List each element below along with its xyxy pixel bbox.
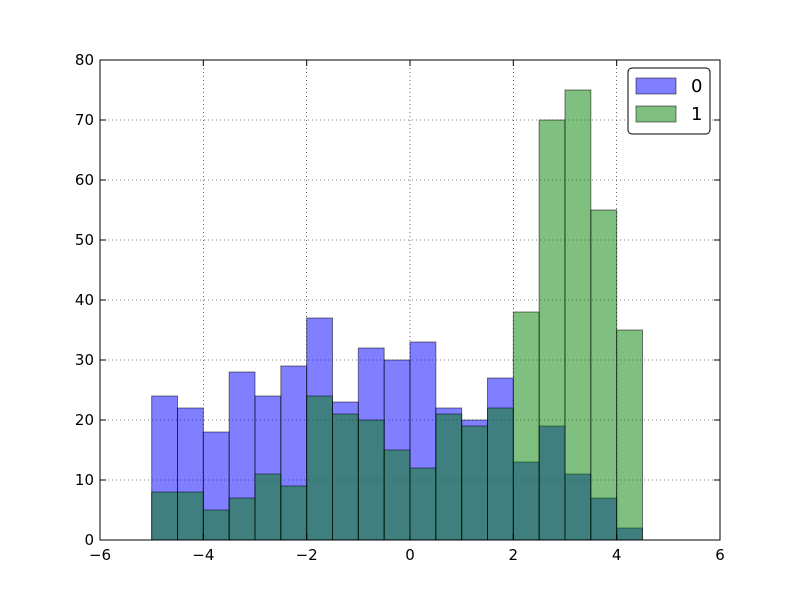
x-tick-label: −4 <box>192 546 214 564</box>
histogram-bar-series-1 <box>512 311 540 541</box>
x-tick-label: 0 <box>405 546 415 564</box>
histogram-bar-series-1 <box>332 413 359 541</box>
y-tick-label: 0 <box>84 531 94 549</box>
legend: 01 <box>627 67 711 135</box>
y-tick-label: 80 <box>75 51 94 69</box>
histogram-bar-series-1 <box>616 329 644 541</box>
histogram-bar-series-1 <box>383 449 411 541</box>
histogram-bar-series-1 <box>306 395 333 541</box>
y-tick-label: 50 <box>75 231 94 249</box>
histogram-bar-series-1 <box>461 425 488 541</box>
legend-label-0: 0 <box>691 76 702 97</box>
histogram-bar-series-1 <box>357 419 385 541</box>
histogram-bar-series-1 <box>177 491 204 541</box>
histogram-bar-series-1 <box>254 473 282 541</box>
y-tick-label: 30 <box>75 351 94 369</box>
legend-label-1: 1 <box>691 104 702 125</box>
bars-layer <box>151 89 644 541</box>
histogram-bar-series-1 <box>280 485 308 541</box>
histogram-bar-series-1 <box>487 407 514 541</box>
y-tick-label: 10 <box>75 471 94 489</box>
x-tick-label: −2 <box>296 546 318 564</box>
x-tick-label: 6 <box>715 546 725 564</box>
legend-swatch-1 <box>635 105 677 123</box>
histogram-bar-series-1 <box>590 209 618 541</box>
x-tick-label: 2 <box>509 546 519 564</box>
histogram-bar-series-1 <box>202 509 230 541</box>
legend-swatch-0 <box>635 77 677 95</box>
histogram-bar-series-1 <box>228 497 256 541</box>
y-tick-label: 40 <box>75 291 94 309</box>
y-tick-label: 70 <box>75 111 94 129</box>
x-tick-label: 4 <box>612 546 622 564</box>
y-tick-label: 60 <box>75 171 94 189</box>
histogram-bar-series-1 <box>409 467 437 541</box>
x-tick-label: −6 <box>89 546 111 564</box>
y-tick-label: 20 <box>75 411 94 429</box>
histogram-bar-series-1 <box>564 89 592 541</box>
histogram-bar-series-1 <box>151 491 179 541</box>
histogram-bar-series-1 <box>538 119 566 541</box>
histogram-bar-series-1 <box>435 413 463 541</box>
